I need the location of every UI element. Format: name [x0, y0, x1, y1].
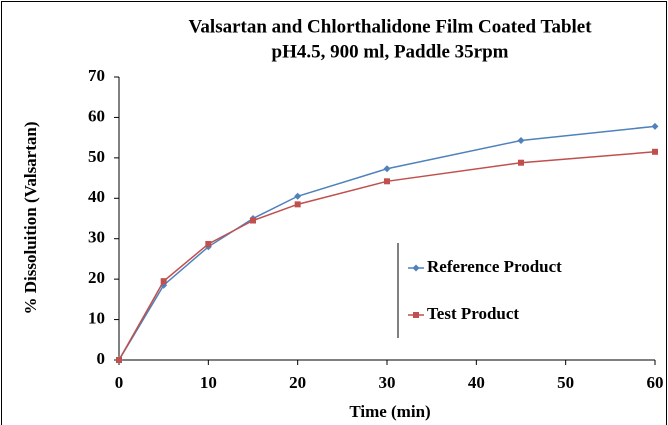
- series-line: [118, 151, 656, 361]
- x-tick-label: 0: [115, 373, 124, 392]
- data-point: [384, 178, 390, 185]
- data-point: [250, 217, 256, 224]
- y-tick-label: 10: [88, 308, 105, 327]
- data-point: [651, 122, 659, 130]
- y-tick-label: 0: [97, 349, 106, 368]
- series-line: [118, 125, 656, 361]
- data-point: [518, 159, 524, 166]
- x-tick-label: 60: [647, 373, 664, 392]
- x-axis-label: Time (min): [349, 402, 430, 421]
- data-point: [517, 136, 525, 144]
- y-axis-label: % Dissoluition (Valsartan): [21, 121, 40, 314]
- chart-subtitle: pH4.5, 900 ml, Paddle 35rpm: [272, 41, 509, 62]
- x-tick-label: 40: [468, 373, 485, 392]
- chart-title: Valsartan and Chlorthalidone Film Coated…: [188, 16, 592, 37]
- data-point: [160, 278, 167, 285]
- data-point: [116, 357, 122, 363]
- data-point: [294, 192, 302, 200]
- y-tick-label: 60: [88, 106, 105, 125]
- x-tick-label: 10: [200, 373, 217, 392]
- y-tick-label: 70: [88, 66, 105, 85]
- legend-marker: [413, 312, 419, 318]
- x-tick-label: 30: [379, 373, 396, 392]
- legend-label: Reference Product: [427, 257, 562, 276]
- x-tick-label: 20: [289, 373, 306, 392]
- y-tick-label: 30: [88, 228, 105, 247]
- x-tick-label: 50: [557, 373, 574, 392]
- y-tick-label: 40: [88, 187, 105, 206]
- data-point: [294, 201, 301, 208]
- data-point: [652, 148, 658, 155]
- y-tick-label: 20: [88, 268, 105, 287]
- data-point: [383, 165, 391, 173]
- data-point: [205, 240, 212, 247]
- legend-marker: [412, 264, 420, 272]
- y-tick-label: 50: [88, 147, 105, 166]
- legend-label: Test Product: [427, 304, 519, 323]
